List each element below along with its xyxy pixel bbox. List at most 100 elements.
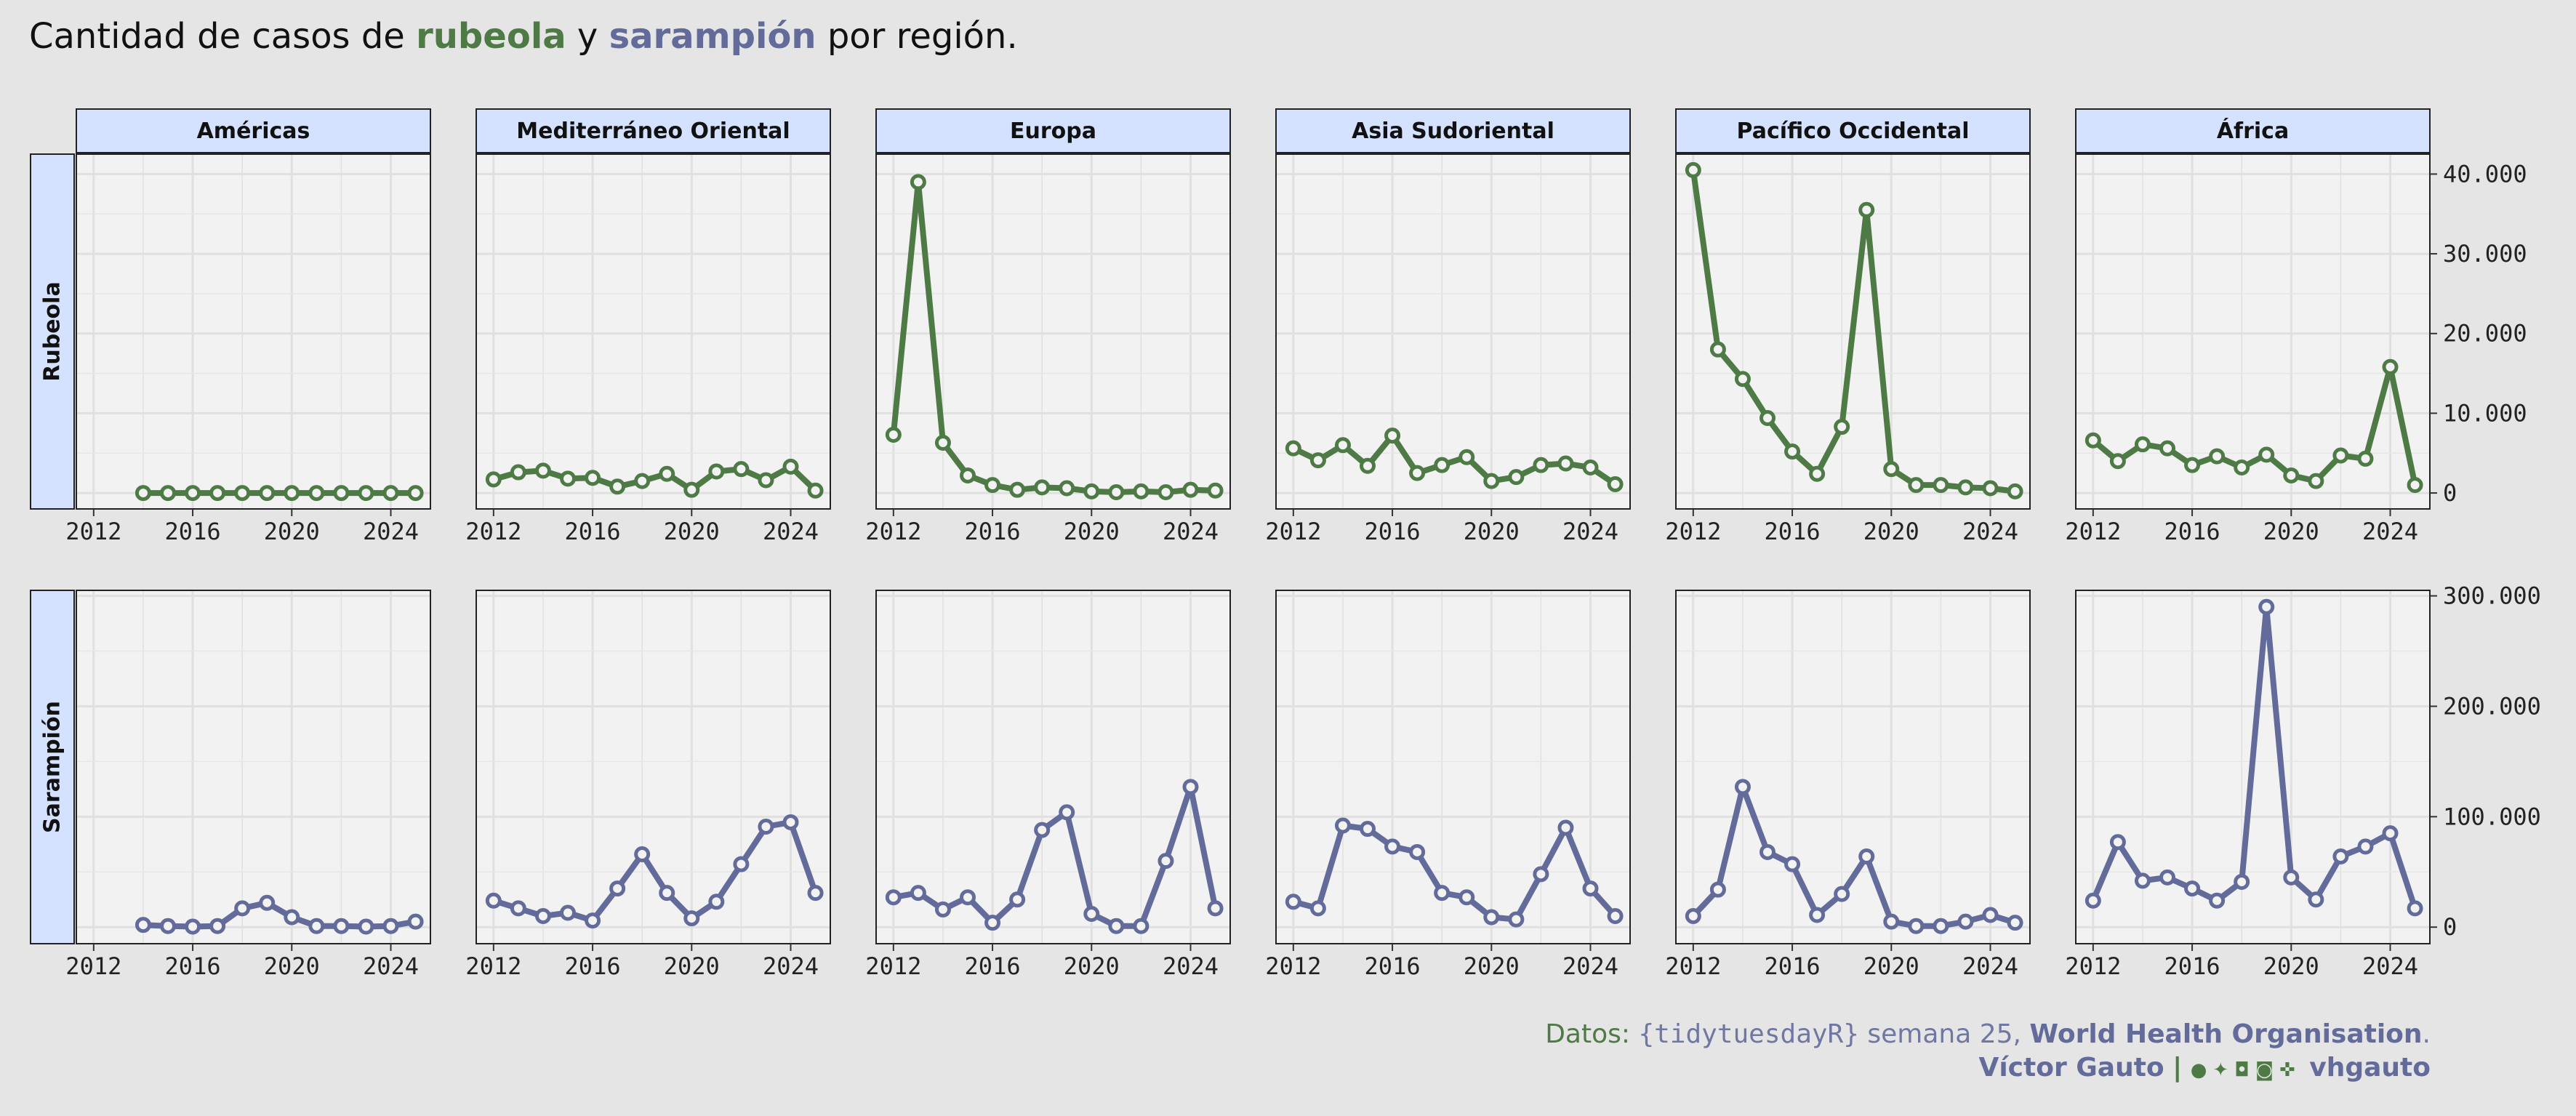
data-point (934, 901, 951, 918)
data-point (585, 470, 601, 486)
data-point (382, 918, 399, 934)
data-point (358, 485, 374, 502)
x-tick-label: 2020 (1064, 952, 1120, 980)
data-point (2184, 457, 2201, 473)
data-point (1157, 853, 1174, 870)
x-tick-label: 2024 (763, 518, 819, 545)
caption-separator: | (2172, 1053, 2183, 1083)
caption-handle[interactable]: vhgauto (2309, 1053, 2431, 1083)
data-point (1933, 918, 1949, 934)
caption-end: . (2422, 1019, 2431, 1049)
x-tick-label: 2024 (1962, 518, 2018, 545)
x-tick-label: 2012 (1265, 518, 1321, 545)
data-point (1760, 409, 1776, 426)
title-rubeola: rubeola (416, 16, 566, 57)
data-point (683, 481, 700, 498)
x-tick-label: 2012 (465, 518, 521, 545)
data-point (1957, 479, 1974, 496)
data-point (758, 472, 774, 489)
data-point (1207, 900, 1224, 917)
bluesky-icon[interactable]: ✜ (2279, 1059, 2301, 1081)
data-point (634, 473, 651, 489)
data-point (1309, 900, 1326, 917)
x-tick-label: 2024 (363, 518, 419, 545)
panel-border (875, 153, 1231, 510)
x-tick-label: 2024 (1562, 952, 1618, 980)
data-point (358, 918, 374, 935)
title-prefix: Cantidad de casos de (29, 16, 417, 57)
x-tick-label: 2020 (664, 952, 720, 980)
x-tick-label: 2012 (65, 518, 121, 545)
data-point (1458, 889, 1475, 906)
x-tick-label: 2012 (865, 952, 921, 980)
data-point (1334, 817, 1351, 834)
data-point (2209, 892, 2226, 909)
data-point (2085, 892, 2101, 909)
data-point (259, 894, 276, 911)
x-tick-label: 2020 (2263, 518, 2319, 545)
data-point (1685, 908, 1701, 925)
data-point (1384, 838, 1401, 855)
caption-source: Datos: (1545, 1019, 1631, 1049)
x-tick-label: 2012 (2065, 952, 2121, 980)
panel-border (1675, 590, 2031, 944)
github-icon[interactable]: ● (2190, 1059, 2213, 1081)
data-point (284, 909, 300, 926)
data-point (1034, 479, 1051, 496)
data-point (683, 910, 700, 927)
x-tick-label: 2012 (1665, 952, 1721, 980)
facet-strip-label: Mediterráneo Oriental (516, 119, 790, 144)
data-point (1157, 483, 1174, 500)
social-icons: ●✦◘◙✜ (2191, 1059, 2301, 1081)
data-point (485, 892, 502, 909)
data-point (333, 485, 350, 502)
data-point (1034, 822, 1051, 838)
mastodon-icon[interactable]: ◙ (2255, 1059, 2280, 1081)
x-tick-label: 2020 (1863, 518, 1919, 545)
data-point (560, 470, 577, 487)
data-point (1458, 449, 1475, 465)
panel-border (476, 590, 831, 944)
data-point (1360, 821, 1376, 838)
data-point (2184, 880, 2201, 897)
twitter-icon[interactable]: ✦ (2212, 1059, 2235, 1081)
panel-border (2075, 590, 2431, 944)
panel-background (1676, 590, 2030, 944)
data-point (1285, 440, 1301, 457)
caption-week: semana 25, (1867, 1019, 2021, 1049)
data-point (1685, 161, 1701, 178)
chart-title: Cantidad de casos de rubeola y sarampión… (29, 16, 1018, 57)
instagram-icon[interactable]: ◘ (2234, 1059, 2255, 1081)
data-point (609, 478, 626, 495)
data-point (1182, 779, 1199, 795)
data-point (1607, 476, 1624, 493)
data-point (1083, 905, 1100, 922)
data-point (560, 904, 577, 921)
x-tick-label: 2020 (1064, 518, 1120, 545)
data-point (2109, 453, 2126, 470)
x-tick-label: 2016 (565, 518, 621, 545)
row-strip-label: Rubeola (40, 281, 65, 381)
data-point (758, 819, 774, 835)
x-tick-label: 2024 (2362, 518, 2418, 545)
x-tick-label: 2012 (1265, 952, 1321, 980)
data-point (234, 900, 251, 917)
data-point (407, 913, 424, 930)
y-tick-label: 40.000 (2443, 160, 2527, 188)
panel-border (1275, 590, 1631, 944)
data-point (1508, 911, 1525, 928)
title-middle: y (566, 16, 609, 57)
data-point (1334, 437, 1351, 454)
title-sarampion: sarampión (609, 16, 816, 57)
data-point (1182, 481, 1199, 498)
data-point (1582, 459, 1599, 475)
data-point (1582, 880, 1599, 897)
data-point (807, 482, 824, 499)
data-point (1207, 482, 1224, 499)
data-point (2382, 825, 2399, 842)
data-point (2085, 432, 2101, 449)
data-point (259, 485, 276, 502)
data-point (1607, 908, 1624, 925)
x-tick-label: 2020 (664, 518, 720, 545)
data-point (1059, 480, 1075, 497)
